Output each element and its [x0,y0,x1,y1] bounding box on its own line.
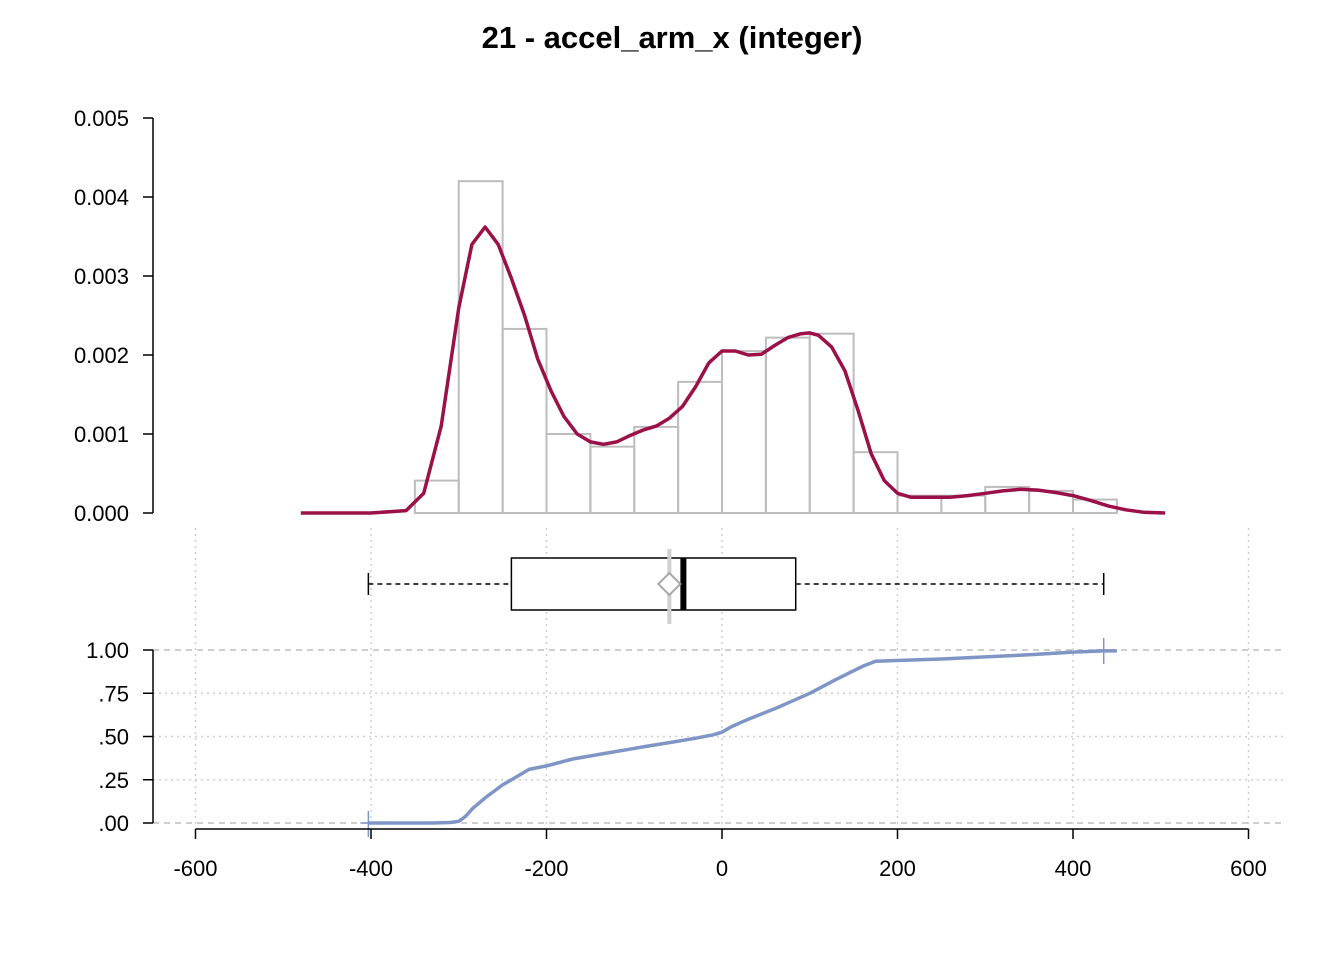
histogram-y-tick-label: 0.003 [74,264,129,289]
histogram [413,180,1118,515]
density-line [300,225,1166,515]
ecdf-y-tick-label: .00 [98,811,129,836]
ecdf-curve [360,638,1117,837]
ecdf-y-tick-label: .25 [98,768,129,793]
x-tick-label: -200 [524,856,568,881]
histogram-bar [545,433,592,514]
ecdf-line [368,649,1117,825]
box-iqr [510,557,797,611]
x-tick-label: 0 [716,856,728,881]
boxplot [367,549,1105,624]
histogram-y-tick-label: 0.002 [74,343,129,368]
histogram-bar [589,445,636,515]
histogram-y-tick-label: 0.001 [74,422,129,447]
x-tick-label: 600 [1230,856,1267,881]
histogram-y-tick-label: 0.004 [74,185,129,210]
histogram-bar [852,451,899,515]
mean-diamond-marker [656,571,682,597]
histogram-bar [808,332,855,515]
axes: 0.000 0.001 0.002 0.003 0.004 0.005 .00 .25 .50.… [74,106,1267,881]
density-curve [300,225,1166,515]
x-tick-label: -600 [173,856,217,881]
chart-title: 21 - accel_arm_x (integer) [481,20,863,55]
ecdf-y-tick-label: 1.00 [86,638,129,663]
x-tick-label: 200 [879,856,916,881]
histogram-bar [764,336,811,514]
histogram-bar [633,425,680,515]
ecdf-y-tick-label: .50 [98,725,129,750]
histogram-y-tick-label: 0.005 [74,106,129,131]
histogram-y-tick-label: 0.000 [74,501,129,526]
histogram-bar [721,350,767,514]
x-tick-label: 400 [1055,856,1092,881]
ecdf-y-tick-label: .75 [98,681,129,706]
x-tick-label: -400 [349,856,393,881]
histogram-bar [501,327,548,514]
